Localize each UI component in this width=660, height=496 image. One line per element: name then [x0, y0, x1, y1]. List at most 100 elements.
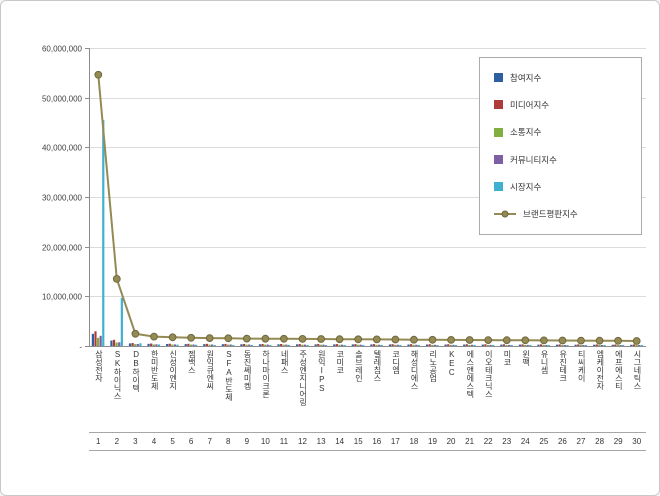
bar — [412, 344, 415, 346]
bar — [333, 344, 336, 346]
rank-label: 6 — [188, 437, 194, 446]
bar — [128, 343, 132, 346]
bar-series-3 — [99, 335, 641, 346]
category-label: 원익IPS — [317, 350, 327, 393]
brand-index-marker — [391, 335, 400, 344]
brand-index-marker — [595, 336, 604, 345]
brand-index-marker — [187, 333, 196, 342]
bar — [640, 345, 643, 346]
bar — [187, 343, 190, 346]
bar — [139, 343, 142, 346]
category-label: 리노공업 — [428, 350, 438, 382]
bar — [547, 345, 550, 346]
bar — [638, 345, 641, 346]
bar — [595, 344, 598, 346]
category-label: KEC — [447, 350, 457, 377]
bar — [505, 344, 508, 346]
legend-label: 커뮤니티지수 — [510, 154, 557, 165]
bar — [354, 344, 357, 346]
bar — [484, 344, 487, 346]
brand-index-marker-icon — [501, 210, 509, 218]
bar-series-1 — [94, 331, 636, 346]
category-label: 해성디에스 — [410, 350, 420, 390]
rank-label: 30 — [632, 437, 642, 446]
category-label: 동진쎄미켐 — [243, 350, 252, 390]
bar — [131, 343, 134, 346]
rank-label: 20 — [446, 437, 456, 446]
bar — [118, 342, 121, 346]
bar — [454, 345, 458, 346]
rank-label: 4 — [151, 437, 157, 446]
bar — [492, 345, 495, 346]
brand-index-marker — [131, 329, 140, 338]
brand-index-marker — [632, 337, 641, 345]
bar — [378, 344, 381, 346]
bar — [428, 344, 431, 346]
bar — [635, 345, 638, 346]
bar — [91, 333, 94, 346]
bar — [433, 344, 436, 346]
bar — [340, 344, 344, 346]
y-tick-label: 50,000,000 — [42, 95, 83, 104]
bar — [473, 345, 476, 346]
bar — [229, 344, 232, 346]
bar — [210, 344, 214, 346]
category-label: 솔브레인 — [354, 350, 364, 382]
brand-index-marker — [335, 335, 344, 344]
rank-label: 11 — [279, 437, 289, 446]
y-tick-label: 30,000,000 — [42, 194, 83, 203]
bar — [407, 344, 410, 346]
bar — [486, 344, 490, 346]
bar — [136, 344, 139, 346]
category-label: 티씨케이 — [577, 350, 587, 382]
category-label: 젬백스 — [187, 350, 197, 374]
bar — [226, 344, 230, 346]
bar — [298, 344, 301, 346]
rank-label: 17 — [390, 437, 400, 446]
rank-label: 27 — [576, 437, 586, 446]
bar — [150, 343, 153, 346]
market-swatch-icon — [494, 182, 503, 192]
bar — [134, 344, 137, 346]
bar — [224, 343, 227, 346]
y-tick-label: 10,000,000 — [42, 293, 83, 302]
bar — [362, 345, 365, 346]
category-label: 신성이엔지 — [168, 350, 178, 390]
rank-label: 8 — [226, 437, 231, 446]
y-tick-label: 60,000,000 — [42, 45, 83, 54]
bar — [269, 345, 272, 346]
y-tick-label: 20,000,000 — [42, 244, 83, 253]
brand-index-marker — [94, 70, 103, 79]
bar — [555, 344, 559, 346]
bar — [192, 344, 195, 346]
bar — [171, 344, 174, 346]
bar — [221, 344, 224, 346]
bar — [115, 342, 118, 346]
bar — [417, 345, 421, 346]
participation-swatch-icon — [494, 73, 503, 83]
bar — [529, 345, 532, 346]
rank-label: 25 — [539, 437, 549, 446]
brand-index-marker — [410, 335, 418, 344]
brand-index-marker — [521, 336, 530, 345]
bar — [168, 343, 171, 346]
bar — [500, 344, 503, 346]
bar — [120, 297, 123, 346]
bar — [619, 345, 622, 346]
bar — [261, 343, 264, 346]
bar — [632, 344, 636, 346]
bar — [545, 344, 548, 346]
brand-index-marker — [540, 336, 548, 345]
bar — [317, 344, 320, 346]
bar — [322, 344, 325, 346]
brand-index-marker — [465, 336, 474, 344]
legend-label: 참여지수 — [510, 72, 542, 83]
bar — [561, 345, 564, 346]
rank-axis: 1 2 3 4 5 6 7 8 9 10 11 12 13 14 15 16 17 18 19 20 21 22 23 24 2… — [89, 432, 646, 451]
y-tick-label: - — [79, 343, 82, 352]
brand-index-marker — [502, 336, 511, 345]
category-label: 텔레칩스 — [372, 350, 382, 382]
brand-index-marker — [205, 334, 214, 343]
bar — [425, 344, 429, 346]
bar — [410, 344, 413, 346]
